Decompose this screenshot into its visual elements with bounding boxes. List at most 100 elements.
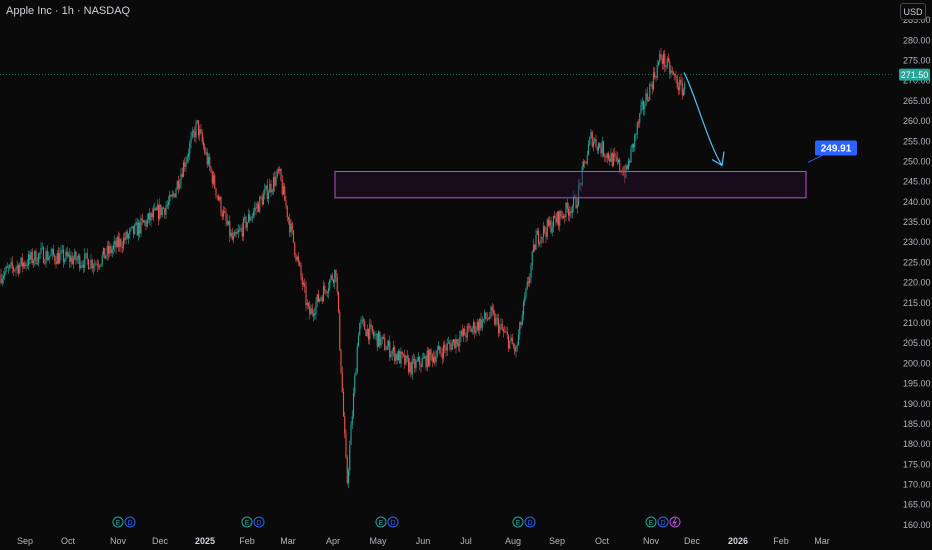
candle-body	[627, 160, 630, 169]
earnings-event-icon[interactable]	[645, 516, 657, 528]
candle-body	[466, 325, 468, 338]
candle-body	[370, 324, 372, 326]
candle-body	[409, 362, 411, 372]
candle-body	[280, 168, 282, 181]
candle-body	[299, 261, 301, 266]
candle-body	[51, 249, 53, 254]
candle-body	[232, 236, 235, 240]
projection-arrow[interactable]	[683, 72, 723, 166]
candle-body	[601, 141, 603, 154]
candle-body	[195, 122, 197, 138]
candle-body	[301, 276, 303, 285]
candle-body	[364, 321, 366, 331]
candle-body	[279, 168, 281, 171]
candle-body	[672, 72, 675, 75]
dividend-event-icon[interactable]	[657, 516, 669, 528]
dividend-event-icon[interactable]	[387, 516, 399, 528]
candle-body	[622, 171, 625, 175]
candle-body	[121, 247, 123, 248]
candle-body	[44, 262, 46, 264]
candle-body	[101, 254, 103, 264]
candle-body	[630, 148, 632, 163]
time-tick-label: Aug	[505, 536, 521, 546]
candle-body	[340, 349, 342, 373]
candle-body	[282, 186, 285, 195]
candle-body	[129, 229, 131, 235]
candle-body	[147, 213, 150, 219]
split-event-icon[interactable]	[669, 516, 681, 528]
candle-body	[72, 259, 75, 265]
time-tick-label: Apr	[326, 536, 340, 546]
candle-body	[262, 194, 265, 205]
candle-body	[406, 355, 408, 359]
candle-body	[115, 240, 117, 248]
earnings-event-icon[interactable]	[112, 516, 124, 528]
candle-body	[311, 308, 313, 314]
candle-body	[477, 321, 480, 331]
dividend-event-icon[interactable]	[524, 516, 536, 528]
candle-body	[374, 334, 376, 336]
candle-body	[10, 262, 12, 265]
event-letter: D	[660, 520, 665, 527]
currency-button[interactable]: USD	[900, 3, 926, 20]
candle-body	[592, 141, 595, 147]
candle-body	[462, 328, 465, 336]
candle-body	[89, 268, 91, 270]
candle-body	[676, 78, 678, 88]
candle-body	[512, 344, 515, 347]
earnings-event-icon[interactable]	[241, 516, 253, 528]
candle-body	[597, 143, 600, 151]
time-tick-label: Sep	[17, 536, 33, 546]
candle-body	[36, 263, 38, 265]
price-tick-label: 240.00	[903, 197, 931, 207]
candle-body	[114, 240, 116, 246]
candle-body	[666, 58, 668, 67]
candle-body	[82, 264, 85, 268]
candle-body	[471, 328, 473, 333]
candle-body	[45, 250, 47, 264]
candle-body	[327, 288, 330, 293]
candle-body	[207, 156, 210, 165]
dividend-event-icon[interactable]	[253, 516, 265, 528]
candle-body	[541, 236, 543, 238]
candle-body	[526, 281, 528, 289]
candle-body	[669, 61, 671, 74]
candle-body	[401, 351, 403, 355]
candle-body	[181, 173, 183, 177]
candle-body	[476, 321, 478, 330]
candle-body	[607, 153, 610, 159]
price-tick-label: 180.00	[903, 439, 931, 449]
candle-body	[440, 351, 442, 354]
candle-body	[310, 308, 312, 315]
candle-body	[254, 207, 256, 212]
price-tick-label: 210.00	[903, 318, 931, 328]
candle-body	[307, 303, 310, 306]
candle-body	[400, 351, 402, 364]
candle-body	[42, 247, 45, 263]
dividend-event-icon[interactable]	[124, 516, 136, 528]
candle-body	[602, 141, 605, 156]
supply-demand-zone[interactable]	[334, 171, 807, 199]
earnings-event-icon[interactable]	[375, 516, 387, 528]
candle-body	[427, 350, 430, 366]
candle-body	[322, 285, 325, 302]
candle-body	[150, 212, 152, 221]
candle-body	[275, 176, 277, 186]
candle-body	[671, 70, 673, 73]
target-price-label-bg[interactable]	[815, 140, 857, 156]
candle-body	[585, 161, 587, 164]
candle-body	[651, 84, 653, 90]
candle-body	[616, 157, 618, 163]
candle-body	[542, 226, 545, 238]
candle-body	[626, 165, 628, 169]
event-letter: E	[245, 520, 250, 527]
candle-body	[197, 120, 200, 136]
earnings-event-icon[interactable]	[512, 516, 524, 528]
candle-body	[316, 294, 318, 303]
candle-body	[479, 318, 481, 331]
candle-body	[491, 306, 493, 311]
candle-body	[395, 353, 397, 362]
candle-body	[332, 279, 335, 283]
candle-body	[180, 173, 182, 184]
